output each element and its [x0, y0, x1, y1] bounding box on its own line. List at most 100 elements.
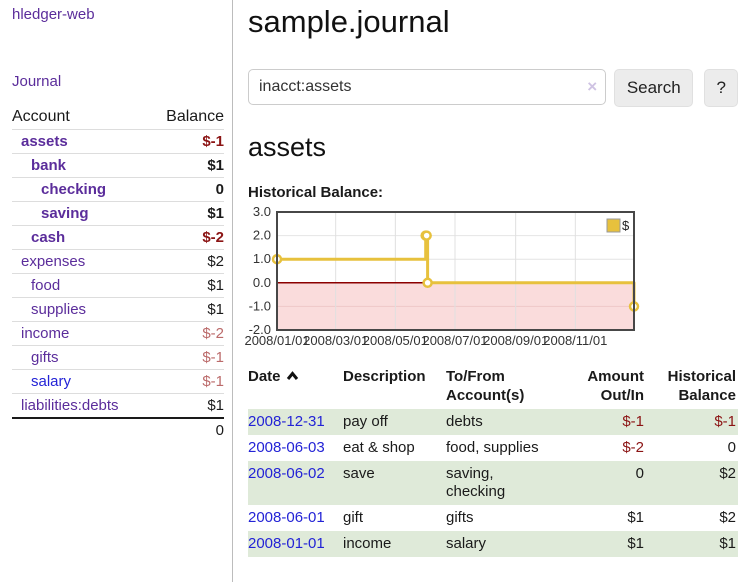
- transaction-date-link[interactable]: 2008-01-01: [248, 535, 325, 552]
- account-balance: $1: [207, 277, 224, 294]
- transaction-balance: $1: [719, 535, 736, 552]
- sort-ascending-icon: [286, 367, 299, 386]
- account-balance: $2: [207, 253, 224, 270]
- accounts-total: 0: [215, 422, 224, 439]
- transaction-description: pay off: [343, 413, 388, 430]
- legend-label: $: [622, 218, 630, 233]
- account-link-checking[interactable]: checking: [41, 181, 107, 198]
- account-row: expenses $2: [12, 249, 224, 274]
- account-row: saving $1: [12, 201, 224, 226]
- transaction-amount: 0: [635, 465, 644, 482]
- account-row: bank $1: [12, 153, 224, 178]
- register-header-amount: Amount Out/In: [587, 368, 644, 404]
- search-input[interactable]: [248, 69, 607, 105]
- account-row: supplies $1: [12, 297, 224, 322]
- register-row: 2008-06-01 gift gifts $1 $2: [248, 505, 738, 531]
- transaction-amount: $-1: [622, 413, 644, 430]
- main-content: sample.journal × Search ? assets Histori…: [244, 0, 738, 557]
- chart-canvas: $3.0 2.0 1.0 0.0 -1.0 -2.02008/01/012008/03/0…: [244, 204, 640, 348]
- transaction-balance: 0: [727, 439, 736, 456]
- transaction-accounts: salary: [446, 535, 487, 552]
- chart-section-label: Historical Balance:: [248, 184, 384, 201]
- transaction-description: gift: [343, 509, 364, 526]
- transaction-date-link[interactable]: 2008-12-31: [248, 413, 325, 430]
- search-form: × Search ?: [248, 69, 738, 107]
- transaction-balance: $-1: [714, 413, 736, 430]
- svg-text:2008/05/01: 2008/05/01: [363, 333, 428, 348]
- transaction-accounts: debts: [446, 413, 483, 430]
- transaction-accounts: gifts: [446, 509, 474, 526]
- account-balance: $-1: [202, 373, 224, 390]
- register-row: 2008-01-01 income salary $1 $1: [248, 531, 738, 557]
- accounts-header-row: Account Balance: [12, 105, 224, 130]
- account-row: assets $-1: [12, 129, 224, 154]
- transaction-amount: $1: [627, 509, 644, 526]
- accounts-total-row: 0: [12, 418, 224, 442]
- transaction-description: eat & shop: [343, 439, 415, 456]
- register-row: 2008-12-31 pay off debts $-1 $-1: [248, 409, 738, 435]
- accounts-header-account: Account: [12, 108, 70, 125]
- account-balance: $-1: [202, 349, 224, 366]
- account-link-salary[interactable]: salary: [31, 373, 72, 390]
- account-balance: 0: [215, 181, 224, 198]
- account-link-assets[interactable]: assets: [21, 133, 68, 150]
- historical-balance-chart: $3.0 2.0 1.0 0.0 -1.0 -2.0 2008/01/01 2008/03/0…: [244, 204, 652, 348]
- transaction-balance: $2: [719, 509, 736, 526]
- svg-text:1.0: 1.0: [253, 251, 271, 266]
- account-row: gifts $-1: [12, 345, 224, 370]
- account-row: salary $-1: [12, 369, 224, 394]
- transaction-balance: $2: [719, 465, 736, 482]
- register-header-balance: Historical Balance: [667, 368, 736, 404]
- account-link-income[interactable]: income: [21, 325, 70, 342]
- account-link-gifts[interactable]: gifts: [31, 349, 59, 366]
- account-link-expenses[interactable]: expenses: [21, 253, 86, 270]
- account-balance: $-2: [202, 229, 224, 246]
- accounts-header-balance: Balance: [166, 108, 224, 125]
- register-header-date[interactable]: Date: [248, 365, 343, 409]
- account-heading: assets: [248, 132, 327, 162]
- account-balance: $1: [207, 397, 224, 414]
- transaction-date-link[interactable]: 2008-06-03: [248, 439, 325, 456]
- transaction-description: income: [343, 535, 392, 552]
- account-balance: $1: [207, 301, 224, 318]
- account-link-saving[interactable]: saving: [41, 205, 89, 222]
- account-link-liabilities-debts[interactable]: liabilities:debts: [21, 397, 119, 414]
- legend-swatch: [606, 218, 621, 233]
- account-link-cash[interactable]: cash: [31, 229, 66, 246]
- transaction-accounts: food, supplies: [446, 439, 539, 456]
- transaction-amount: $-2: [622, 439, 644, 456]
- transaction-date-link[interactable]: 2008-06-01: [248, 509, 325, 526]
- clear-search-icon[interactable]: ×: [587, 77, 598, 96]
- svg-text:0.0: 0.0: [253, 275, 271, 290]
- account-row: income $-2: [12, 321, 224, 346]
- svg-text:3.0: 3.0: [253, 204, 271, 219]
- svg-text:2008/11/01: 2008/11/01: [543, 333, 607, 348]
- transaction-date-link[interactable]: 2008-06-02: [248, 465, 325, 482]
- svg-text:2008/03/01: 2008/03/01: [303, 333, 368, 348]
- register-header-accounts: To/From Account(s): [446, 368, 525, 404]
- account-balance: $1: [207, 205, 224, 222]
- register-row: 2008-06-02 save saving, checking 0 $2: [248, 461, 738, 505]
- svg-text:2008/09/01: 2008/09/01: [483, 333, 548, 348]
- svg-text:2.0: 2.0: [253, 228, 271, 243]
- search-button[interactable]: Search: [614, 69, 694, 107]
- svg-text:2008/01/01: 2008/01/01: [244, 333, 309, 348]
- svg-text:-1.0: -1.0: [249, 298, 271, 313]
- help-button[interactable]: ?: [704, 69, 738, 107]
- account-balance: $1: [207, 157, 224, 174]
- accounts-table: Account Balance assets $-1 bank $1 check…: [12, 105, 224, 442]
- sidebar-item-journal[interactable]: Journal: [12, 73, 62, 90]
- register-table: Date Description To/From Account(s) Amou…: [248, 365, 738, 557]
- transaction-amount: $1: [627, 535, 644, 552]
- account-balance: $-2: [202, 325, 224, 342]
- transaction-description: save: [343, 465, 375, 482]
- account-link-supplies[interactable]: supplies: [31, 301, 87, 318]
- account-link-food[interactable]: food: [31, 277, 61, 294]
- account-link-bank[interactable]: bank: [31, 157, 67, 174]
- account-balance: $-1: [202, 133, 224, 150]
- svg-text:2008/07/01: 2008/07/01: [422, 333, 487, 348]
- account-row: liabilities:debts $1: [12, 393, 224, 419]
- register-row: 2008-06-03 eat & shop food, supplies $-2…: [248, 435, 738, 461]
- app-title-link[interactable]: hledger-web: [12, 6, 95, 23]
- register-header-description: Description: [343, 368, 426, 385]
